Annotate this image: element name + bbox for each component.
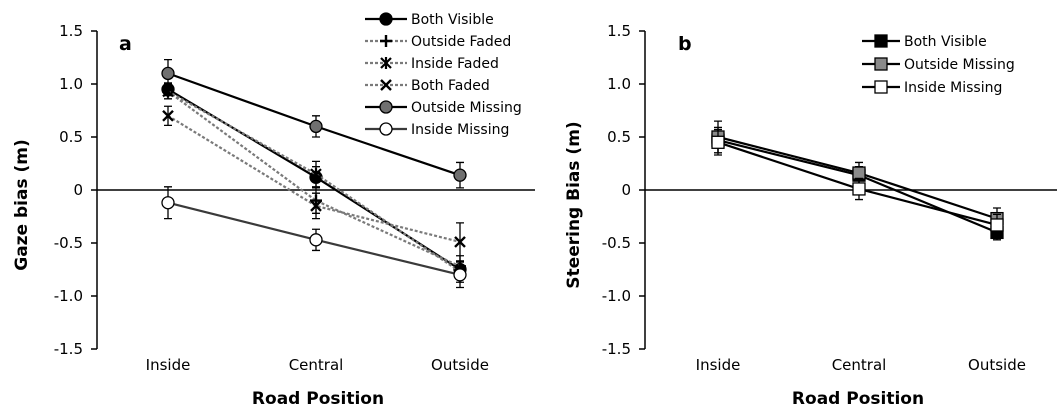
data-point-central [309, 119, 323, 134]
legend-label: Outside Missing [904, 57, 1015, 73]
legend-item-inside-missing: Inside Missing [862, 80, 1002, 96]
x-tick-label-inside: Inside [696, 356, 741, 374]
x-tick-label-outside: Outside [431, 356, 489, 374]
panel-b-xlabel: Road Position [792, 389, 924, 409]
y-tick-label: -1.0 [602, 287, 631, 305]
legend-marker [874, 34, 888, 48]
data-point-central [309, 233, 323, 247]
y-tick-label: 0.5 [59, 128, 83, 146]
x-tick-label-central: Central [832, 356, 887, 374]
legend-marker [874, 57, 888, 71]
panel-a-legend: Both Visible Outside Faded Inside Faded Bot… [365, 12, 522, 138]
data-point-central [852, 182, 866, 196]
legend-marker [379, 122, 393, 136]
legend-label: Inside Missing [904, 80, 1002, 96]
legend-marker [380, 79, 392, 91]
panel-a-gaze-bias-chart: a Gaze bias (m) Road Position 1.5 1.0 0.5 0… [12, 12, 535, 409]
legend-item-inside-missing: Inside Missing [365, 122, 509, 138]
data-point-central [310, 168, 322, 181]
data-point-outside [453, 268, 467, 282]
data-point-inside [711, 135, 725, 149]
series-line [167, 90, 461, 273]
legend-marker [874, 80, 888, 94]
data-point-central [310, 200, 322, 212]
series-inside-missing [711, 128, 1004, 237]
y-tick-label: 1.5 [607, 22, 631, 40]
panel-b-y-tick-labels: 1.5 1.0 0.5 0 -0.5 -1.0 -1.5 [602, 22, 631, 358]
series-outside-missing [711, 120, 1004, 230]
y-tick-label: 1.0 [607, 75, 631, 93]
legend-item-outside-faded: Outside Faded [365, 34, 511, 50]
legend-item-outside-missing: Outside Missing [365, 100, 522, 116]
legend-marker [379, 12, 393, 26]
panel-a-ylabel: Gaze bias (m) [12, 139, 32, 271]
panel-a-x-tick-labels: Inside Central Outside [146, 356, 489, 374]
data-point-central [852, 166, 866, 180]
panel-b-axes [639, 30, 1057, 350]
data-point-inside [161, 196, 175, 210]
y-tick-label: 0.5 [607, 128, 631, 146]
y-tick-label: -0.5 [54, 234, 83, 252]
panel-a-series [161, 58, 467, 289]
data-point-outside [990, 218, 1004, 232]
panel-a-label: a [119, 33, 132, 55]
y-tick-label: -1.5 [54, 340, 83, 358]
series-outside-missing [161, 58, 467, 189]
panel-b-x-tick-labels: Inside Central Outside [696, 356, 1026, 374]
series-line [167, 90, 461, 268]
panel-b-ylabel: Steering Bias (m) [564, 121, 584, 288]
legend-item-both-visible: Both Visible [862, 34, 987, 50]
data-point-inside [161, 66, 175, 81]
data-point-inside [162, 109, 174, 122]
legend-item-both-faded: Both Faded [365, 78, 490, 94]
legend-label: Inside Faded [411, 56, 499, 72]
panel-b-series [711, 120, 1004, 241]
panel-a-y-tick-labels: 1.5 1.0 0.5 0 -0.5 -1.0 -1.5 [54, 22, 83, 358]
x-tick-label-outside: Outside [968, 356, 1026, 374]
panel-b-label: b [678, 33, 692, 55]
series-both-faded [162, 105, 466, 262]
panel-a-xlabel: Road Position [252, 389, 384, 409]
y-tick-label: 0 [621, 181, 631, 199]
legend-marker [379, 100, 393, 114]
data-point-outside [453, 168, 467, 182]
legend-marker [380, 35, 392, 47]
legend-label: Outside Faded [411, 34, 511, 50]
panel-b-legend: Both Visible Outside Missing Inside Missin… [862, 34, 1015, 96]
legend-marker [380, 57, 392, 69]
y-tick-label: 1.5 [59, 22, 83, 40]
y-tick-label: -0.5 [602, 234, 631, 252]
y-tick-label: 0 [73, 181, 83, 199]
y-tick-label: -1.5 [602, 340, 631, 358]
y-tick-label: 1.0 [59, 75, 83, 93]
panel-b-steering-bias-chart: b Steering Bias (m) Road Position 1.5 1.0… [564, 22, 1057, 409]
series-inside-missing [161, 186, 467, 289]
x-tick-label-central: Central [289, 356, 344, 374]
legend-label: Inside Missing [411, 122, 509, 138]
legend-label: Both Visible [904, 34, 987, 50]
legend-label: Both Visible [411, 12, 494, 28]
data-point-outside [454, 236, 466, 248]
legend-item-outside-missing: Outside Missing [862, 57, 1015, 73]
x-tick-label-inside: Inside [146, 356, 191, 374]
legend-item-both-visible: Both Visible [365, 12, 494, 28]
legend-label: Outside Missing [411, 100, 522, 116]
legend-item-inside-faded: Inside Faded [365, 56, 499, 72]
y-tick-label: -1.0 [54, 287, 83, 305]
series-line [167, 114, 461, 244]
legend-label: Both Faded [411, 78, 490, 94]
